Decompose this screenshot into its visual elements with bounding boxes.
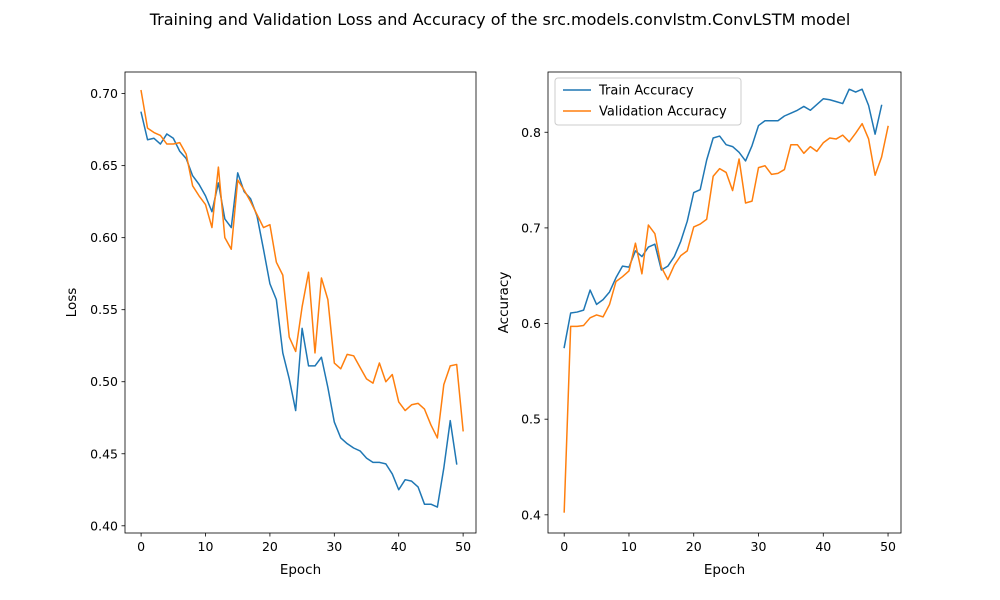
loss-y-tick-label: 0.45 <box>90 446 118 461</box>
legend-label-validation-accuracy: Validation Accuracy <box>599 105 727 120</box>
loss-plot: 0 10 20 30 40 50 0.40 0.45 0.50 0.55 0.60 0.65 0.70 E… <box>64 71 477 578</box>
accuracy-x-tick-label: 20 <box>686 539 702 554</box>
legend-label-train-accuracy: Train Accuracy <box>598 84 694 99</box>
accuracy-y-tick-label: 0.6 <box>521 316 541 331</box>
accuracy-plot: 0 10 20 30 40 50 0.4 0.5 0.6 0.7 0.8 Epoch Accuracy T… <box>496 71 902 578</box>
loss-y-axis-label: Loss <box>64 288 80 318</box>
loss-y-tick-label: 0.55 <box>90 302 118 317</box>
loss-x-tick-label: 40 <box>391 539 407 554</box>
loss-x-tick-label: 0 <box>137 539 145 554</box>
accuracy-axes-frame <box>547 71 902 534</box>
accuracy-y-tick-label: 0.4 <box>521 507 541 522</box>
accuracy-legend-box <box>554 77 742 126</box>
accuracy-y-tick-label: 0.7 <box>521 220 541 235</box>
loss-series-line-blue <box>140 111 458 508</box>
accuracy-x-tick-label: 40 <box>815 539 831 554</box>
accuracy-x-tick-label: 30 <box>751 539 767 554</box>
loss-y-tick-label: 0.70 <box>90 86 118 101</box>
loss-x-axis-label: Epoch <box>280 562 321 578</box>
accuracy-x-axis-label: Epoch <box>704 562 745 578</box>
loss-series-line-orange <box>140 89 464 439</box>
accuracy-y-tick-label: 0.5 <box>521 412 541 427</box>
accuracy-series-line-train-accuracy <box>563 88 883 349</box>
loss-y-tick-label: 0.65 <box>90 158 118 173</box>
loss-x-tick-label: 10 <box>198 539 214 554</box>
accuracy-x-tick-label: 10 <box>621 539 637 554</box>
loss-y-tick-label: 0.40 <box>90 518 118 533</box>
figure-title: Training and Validation Loss and Accurac… <box>149 10 851 29</box>
loss-x-tick-label: 50 <box>455 539 471 554</box>
accuracy-y-tick-label: 0.8 <box>521 125 541 140</box>
loss-x-tick-label: 30 <box>326 539 342 554</box>
accuracy-series-line-validation-accuracy <box>563 122 889 513</box>
accuracy-x-tick-label: 0 <box>560 539 568 554</box>
loss-y-tick-label: 0.50 <box>90 374 118 389</box>
loss-axes-frame <box>124 71 477 534</box>
loss-x-tick-label: 20 <box>262 539 278 554</box>
accuracy-x-tick-label: 50 <box>880 539 896 554</box>
accuracy-y-axis-label: Accuracy <box>496 272 512 334</box>
loss-y-tick-label: 0.60 <box>90 230 118 245</box>
